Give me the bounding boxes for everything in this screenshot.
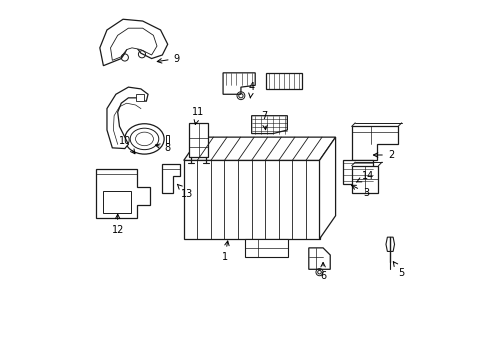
Text: 1: 1 bbox=[222, 241, 229, 262]
Polygon shape bbox=[162, 164, 180, 193]
Polygon shape bbox=[183, 137, 335, 160]
Text: 7: 7 bbox=[261, 111, 267, 130]
Text: 8: 8 bbox=[155, 143, 170, 153]
Text: 3: 3 bbox=[351, 185, 368, 198]
Text: 2: 2 bbox=[373, 150, 393, 160]
Polygon shape bbox=[265, 73, 301, 89]
Polygon shape bbox=[351, 126, 397, 160]
Polygon shape bbox=[119, 135, 123, 143]
Polygon shape bbox=[135, 94, 143, 101]
Polygon shape bbox=[165, 135, 169, 143]
Polygon shape bbox=[102, 191, 131, 213]
Polygon shape bbox=[110, 28, 157, 60]
Polygon shape bbox=[96, 169, 149, 217]
Ellipse shape bbox=[135, 132, 153, 146]
Polygon shape bbox=[223, 73, 255, 94]
Polygon shape bbox=[385, 237, 394, 251]
Polygon shape bbox=[100, 19, 167, 66]
Polygon shape bbox=[251, 116, 287, 134]
Text: 9: 9 bbox=[157, 54, 179, 64]
Text: 12: 12 bbox=[111, 214, 123, 235]
Polygon shape bbox=[319, 137, 335, 239]
Text: 6: 6 bbox=[319, 262, 325, 282]
Text: 13: 13 bbox=[177, 184, 193, 199]
Ellipse shape bbox=[124, 124, 164, 154]
Text: 4: 4 bbox=[248, 82, 254, 98]
Polygon shape bbox=[342, 160, 372, 184]
Text: 11: 11 bbox=[192, 107, 204, 125]
Polygon shape bbox=[244, 239, 287, 257]
Polygon shape bbox=[107, 87, 148, 149]
Text: 14: 14 bbox=[356, 171, 373, 182]
Text: 5: 5 bbox=[392, 262, 404, 278]
Polygon shape bbox=[351, 166, 378, 193]
Polygon shape bbox=[308, 248, 329, 269]
Text: 10: 10 bbox=[119, 136, 135, 154]
Polygon shape bbox=[183, 160, 319, 239]
Polygon shape bbox=[189, 123, 207, 157]
Ellipse shape bbox=[130, 128, 159, 150]
